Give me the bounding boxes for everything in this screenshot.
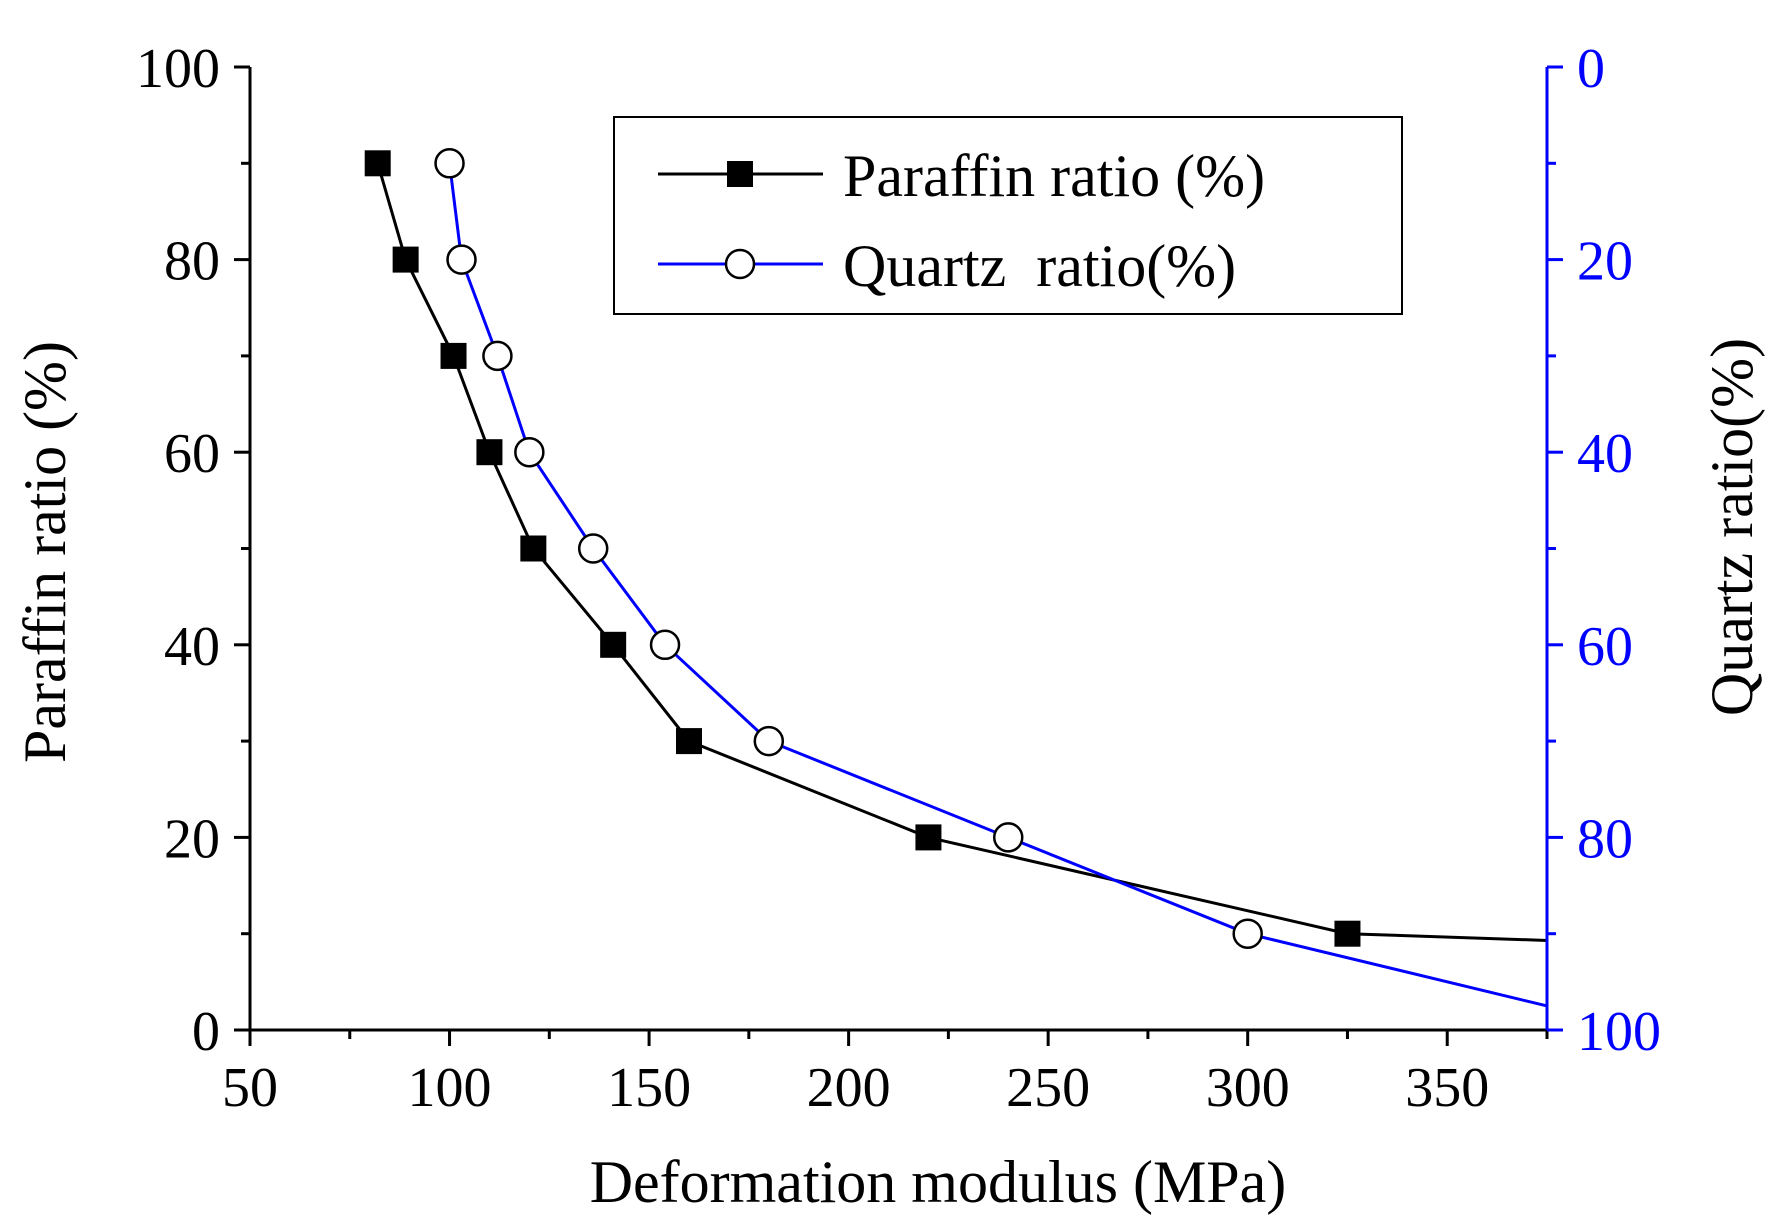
x-tick-label: 300	[1206, 1057, 1290, 1119]
series-markers	[364, 148, 1361, 949]
axes: 50 100 150 200 250 300 350 0 20 40 60 80 100 0 20 40 60 8…	[136, 38, 1661, 1119]
y2-tick-label: 0	[1577, 38, 1605, 100]
paraffin-data-point	[392, 246, 419, 273]
y2-tick-label: 80	[1577, 808, 1633, 870]
quartz-data-point	[1232, 918, 1263, 949]
quartz-series-line	[448, 163, 1548, 1008]
quartz-data-point	[514, 436, 545, 468]
legend-label-quartz: Quartz ratio(%)	[843, 233, 1236, 299]
y-tick-label: 60	[164, 423, 220, 485]
x-tick-label: 50	[222, 1057, 278, 1119]
x-tick-label: 150	[607, 1057, 691, 1119]
x-tick-label: 250	[1006, 1057, 1090, 1119]
quartz-data-point	[649, 629, 681, 661]
paraffin-data-point	[1334, 920, 1361, 947]
legend-marker-paraffin	[727, 161, 753, 187]
y2-tick-label: 20	[1577, 231, 1633, 293]
y-tick-label: 100	[136, 38, 220, 100]
y2-tick-label: 100	[1577, 1001, 1661, 1063]
y2-axis-title: Quartz ratio(%)	[1699, 338, 1765, 716]
y2-tick-label: 40	[1577, 423, 1633, 485]
y2-tick-label: 60	[1577, 616, 1633, 678]
paraffin-data-point	[915, 824, 942, 851]
paraffin-data-point	[600, 631, 627, 658]
paraffin-data-point	[440, 342, 467, 369]
x-tick-label: 100	[408, 1057, 492, 1119]
quartz-data-point	[434, 148, 465, 179]
legend-box	[613, 116, 1403, 315]
y-tick-label: 80	[164, 231, 220, 293]
quartz-data-point	[992, 822, 1024, 853]
x-axis-title: Deformation modulus (MPa)	[590, 1149, 1287, 1215]
y-tick-label: 20	[164, 808, 220, 870]
legend: Paraffin ratio (%) Quartz ratio(%)	[613, 116, 1403, 315]
y-axis-title: Paraffin ratio (%)	[12, 341, 78, 763]
x-tick-label: 350	[1405, 1057, 1489, 1119]
paraffin-data-point	[364, 150, 391, 177]
quartz-data-point	[446, 244, 477, 275]
x-tick-label: 200	[807, 1057, 891, 1119]
legend-label-paraffin: Paraffin ratio (%)	[843, 143, 1265, 209]
paraffin-data-point	[476, 439, 503, 466]
paraffin-series-line	[376, 162, 1548, 942]
y-tick-label: 40	[164, 616, 220, 678]
quartz-data-point	[753, 725, 785, 757]
paraffin-data-point	[520, 535, 547, 562]
paraffin-data-point	[675, 728, 702, 755]
series-lines	[376, 162, 1548, 1008]
quartz-data-point	[577, 533, 609, 564]
y-tick-label: 0	[192, 1001, 220, 1063]
legend-marker-quartz	[724, 248, 756, 280]
quartz-data-point	[482, 340, 513, 372]
